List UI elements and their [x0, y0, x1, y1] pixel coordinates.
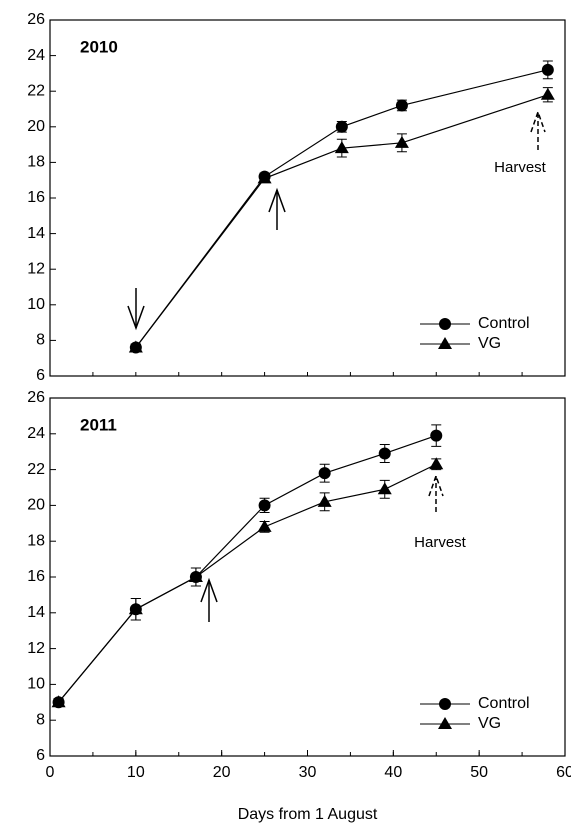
marker	[378, 447, 391, 460]
x-tick-label: 20	[213, 764, 231, 781]
x-axis-label: Days from 1 August	[238, 806, 378, 823]
marker	[540, 87, 555, 100]
y-tick-label: 8	[36, 332, 45, 349]
x-tick-label: 50	[470, 764, 488, 781]
annotation: Harvest	[414, 534, 467, 551]
y-tick-label: 20	[27, 118, 45, 135]
legend-label: VG	[478, 715, 501, 732]
legend-label: Control	[478, 315, 530, 332]
y-tick-label: 16	[27, 189, 45, 206]
series-line	[135, 69, 548, 348]
y-tick-label: 10	[27, 676, 45, 693]
series-line	[58, 463, 437, 703]
legend-label: VG	[478, 335, 501, 352]
y-tick-label: 10	[27, 296, 45, 313]
y-tick-label: 12	[27, 260, 45, 277]
y-tick-label: 26	[27, 389, 45, 406]
marker	[438, 717, 452, 729]
y-tick-label: 14	[27, 225, 45, 242]
x-tick-label: 0	[46, 764, 55, 781]
y-tick-label: 8	[36, 711, 45, 728]
y-tick-label: 22	[27, 461, 45, 478]
marker	[430, 429, 443, 442]
marker	[334, 141, 349, 154]
marker	[335, 120, 348, 133]
y-tick-label: 12	[27, 640, 45, 657]
marker	[318, 467, 331, 480]
y-tick-label: 18	[27, 154, 45, 171]
marker	[394, 135, 409, 148]
y-tick-label: 26	[27, 11, 45, 28]
x-tick-label: 30	[299, 764, 317, 781]
y-tick-label: 22	[27, 82, 45, 99]
marker	[395, 99, 408, 112]
marker	[317, 494, 332, 507]
x-tick-label: 40	[384, 764, 402, 781]
marker	[257, 171, 272, 184]
series-line	[58, 435, 437, 703]
y-tick-label: 24	[27, 47, 45, 64]
y-tick-label: 16	[27, 568, 45, 585]
marker	[128, 602, 143, 615]
marker	[541, 63, 554, 76]
annotation: Harvest	[494, 159, 547, 176]
marker	[377, 482, 392, 495]
marker	[439, 318, 451, 330]
x-tick-label: 10	[127, 764, 145, 781]
marker	[257, 519, 272, 532]
marker	[128, 340, 143, 353]
marker	[258, 499, 271, 512]
y-tick-label: 6	[36, 747, 45, 764]
y-tick-label: 20	[27, 497, 45, 514]
y-tick-label: 24	[27, 425, 45, 442]
panel-title: 2010	[80, 37, 118, 56]
marker	[51, 695, 66, 708]
marker	[429, 457, 444, 470]
y-tick-label: 14	[27, 604, 45, 621]
marker	[438, 337, 452, 349]
y-tick-label: 18	[27, 532, 45, 549]
x-tick-label: 60	[556, 764, 571, 781]
arrows	[127, 109, 546, 622]
legend-label: Control	[478, 695, 530, 712]
panel-title: 2011	[80, 415, 117, 434]
y-tick-label: 6	[36, 367, 45, 384]
marker	[439, 698, 451, 710]
marker	[188, 570, 203, 582]
